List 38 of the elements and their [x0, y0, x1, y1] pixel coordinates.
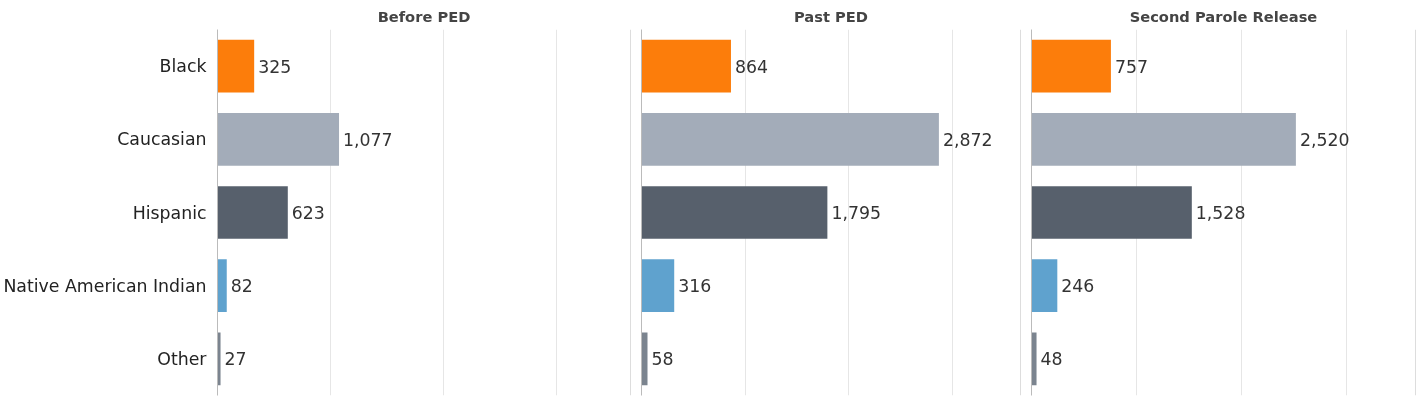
bar	[217, 112, 340, 166]
bar	[217, 39, 255, 93]
data-label: 2,520	[1299, 129, 1350, 150]
chart-title: Before PED	[377, 7, 471, 25]
y-tick-label: Caucasian	[117, 129, 207, 150]
y-tick-label: Native American Indian	[3, 275, 207, 296]
bar	[1031, 186, 1192, 239]
data-label: 757	[1114, 56, 1148, 77]
data-label: 246	[1061, 276, 1095, 297]
data-label: 1,528	[1195, 203, 1246, 223]
data-label: 2,872	[942, 129, 993, 150]
y-tick-label: Other	[157, 348, 208, 369]
data-label: 48	[1040, 349, 1063, 370]
y-tick-label: Black	[159, 56, 207, 77]
bar	[217, 332, 221, 386]
bar	[641, 186, 828, 239]
bar	[1031, 39, 1111, 93]
bar	[641, 112, 939, 166]
data-label: 316	[678, 276, 712, 297]
bar	[217, 259, 227, 313]
chart-title: Past PED	[794, 7, 869, 25]
data-label: 325	[258, 56, 292, 77]
data-label: 864	[734, 56, 769, 77]
bar	[1031, 259, 1058, 313]
y-tick-label: Hispanic	[132, 202, 207, 223]
data-label: 1,795	[831, 203, 881, 223]
chart-title: Second Parole Release	[1129, 7, 1318, 25]
data-label: 58	[651, 349, 674, 370]
bar	[641, 39, 731, 93]
data-label: 82	[230, 276, 253, 297]
data-label: 623	[291, 203, 325, 223]
bar	[641, 259, 675, 313]
bar	[1031, 332, 1037, 386]
bar	[1031, 112, 1296, 166]
data-label: 1,077	[343, 129, 393, 150]
bar	[641, 332, 648, 386]
bar	[217, 186, 288, 239]
data-label: 27	[224, 349, 247, 370]
